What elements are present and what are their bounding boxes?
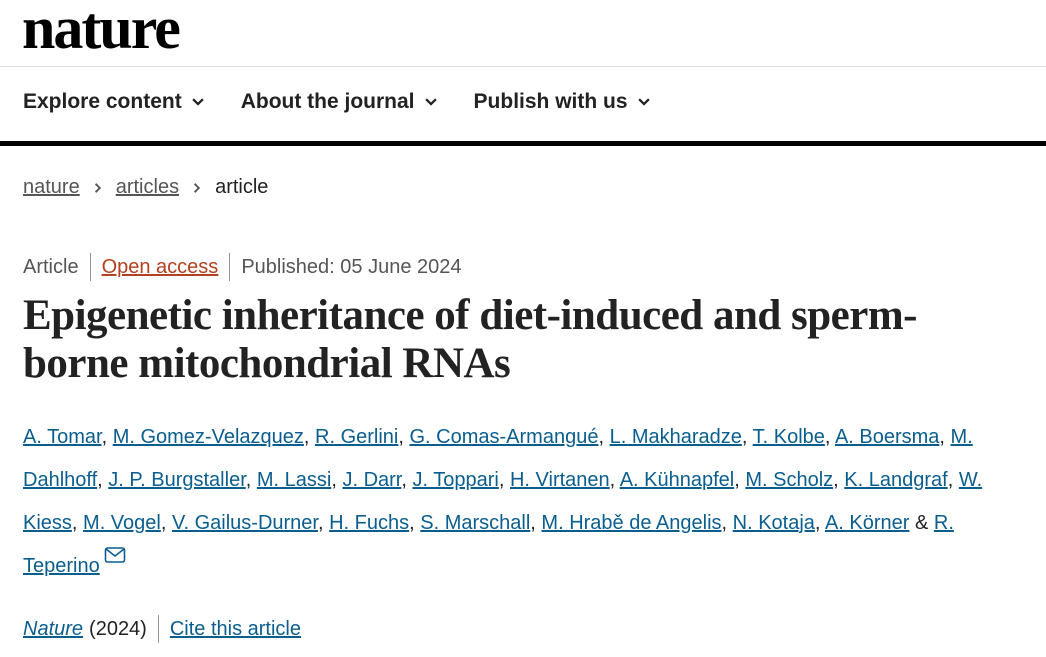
author-separator: , <box>245 469 252 491</box>
author-separator: , <box>498 469 505 491</box>
year: (2024) <box>89 617 147 640</box>
author-link[interactable]: M. Scholz <box>745 469 834 491</box>
author-joiner: & <box>914 512 929 534</box>
nav-item[interactable]: About the journal <box>241 90 438 114</box>
separator <box>157 615 159 643</box>
author-separator: , <box>317 512 324 534</box>
chevron-icon <box>637 98 650 106</box>
breadcrumb: nature articles article <box>23 176 268 199</box>
author-separator: , <box>409 512 415 534</box>
nav: Explore content About the journal Publish … <box>23 90 687 114</box>
author-link[interactable]: L. Makharadze <box>609 426 742 448</box>
email-icon[interactable] <box>104 546 126 564</box>
author-separator: , <box>331 469 337 491</box>
author-separator: , <box>824 426 831 448</box>
cite-link[interactable]: Cite this article <box>169 617 301 640</box>
author-link[interactable]: M. Hrabě de Angelis <box>541 512 722 534</box>
nav-item[interactable]: Explore content <box>23 90 205 114</box>
article-title: Epigenetic inheritance of diet-induced a… <box>23 292 918 387</box>
author-link[interactable]: H. Fuchs <box>329 512 410 534</box>
author-separator: , <box>939 426 945 448</box>
author-link[interactable]: N. Kotaja <box>732 512 815 534</box>
author-link[interactable]: V. Gailus-Durner <box>171 512 318 534</box>
author-link[interactable]: J. P. Burgstaller <box>108 469 246 491</box>
nav-label[interactable]: Publish with us <box>473 90 628 113</box>
author-separator: , <box>101 426 108 448</box>
logo[interactable]: nature <box>22 0 181 61</box>
breadcrumb-link[interactable]: nature <box>23 176 80 198</box>
author-link[interactable]: M. Vogel <box>83 512 161 534</box>
author-link[interactable]: A. Tomar <box>23 426 102 448</box>
author-separator: , <box>97 469 103 491</box>
journal[interactable]: Nature <box>23 617 84 640</box>
separator <box>89 253 91 281</box>
author-link[interactable]: J. Toppari <box>412 469 499 491</box>
author-separator: , <box>398 426 404 448</box>
author-separator: , <box>71 512 78 534</box>
author-separator: , <box>721 512 728 534</box>
author-link[interactable]: A. Kühnapfel <box>619 469 735 491</box>
author-separator: , <box>741 426 748 448</box>
author-link[interactable]: A. Boersma <box>834 426 940 448</box>
author-link[interactable]: G. Comas-Armangué <box>409 426 599 448</box>
nav-label[interactable]: About the journal <box>240 90 415 113</box>
chevron-icon <box>193 182 201 193</box>
author-link[interactable]: H. Virtanen <box>509 469 610 491</box>
author-separator: , <box>609 469 616 491</box>
chevron-icon <box>94 182 101 193</box>
author-separator: , <box>303 426 310 448</box>
author-link[interactable]: T. Kolbe <box>752 426 825 448</box>
nav-item[interactable]: Publish with us <box>474 90 651 114</box>
author-link[interactable]: W. Kiess <box>23 469 983 534</box>
author-separator: , <box>947 469 954 491</box>
divider <box>0 141 1046 146</box>
author-link[interactable]: M. Lassi <box>256 469 332 491</box>
breadcrumb-current: article <box>215 176 269 198</box>
separator <box>229 253 231 281</box>
author-separator: , <box>160 512 167 534</box>
author-separator: , <box>598 426 605 448</box>
author-link[interactable]: J. Darr <box>342 469 402 491</box>
author-separator: , <box>734 469 740 491</box>
author-link[interactable]: M. Gomez-Velazquez <box>112 426 304 448</box>
open-access[interactable]: Open access <box>101 255 219 278</box>
breadcrumb-link[interactable]: articles <box>115 176 180 198</box>
article-type: Article <box>23 255 79 278</box>
article-meta: Article Open access Published: 05 June 2… <box>23 253 462 281</box>
author-separator: , <box>833 469 839 491</box>
author-separator: , <box>814 512 821 534</box>
author-link[interactable]: R. Gerlini <box>315 426 399 448</box>
author-separator: , <box>401 469 407 491</box>
author-link[interactable]: M. Dahlhoff <box>23 426 973 491</box>
authors: A. Tomar, M. Gomez-Velazquez, R. Gerlini… <box>23 416 1033 588</box>
author-separator: , <box>530 512 536 534</box>
chevron-icon <box>192 98 204 106</box>
author-link[interactable]: K. Landgraf <box>844 469 948 491</box>
published: Published: 05 June 2024 <box>241 255 462 278</box>
nav-label[interactable]: Explore content <box>23 90 182 113</box>
divider <box>0 66 1046 67</box>
author-link[interactable]: A. Körner <box>824 512 910 534</box>
author-link[interactable]: S. Marschall <box>420 512 531 534</box>
citation: Nature (2024) Cite this article <box>23 615 301 643</box>
chevron-icon <box>424 98 437 106</box>
author-link[interactable]: R. Teperino <box>23 512 954 577</box>
